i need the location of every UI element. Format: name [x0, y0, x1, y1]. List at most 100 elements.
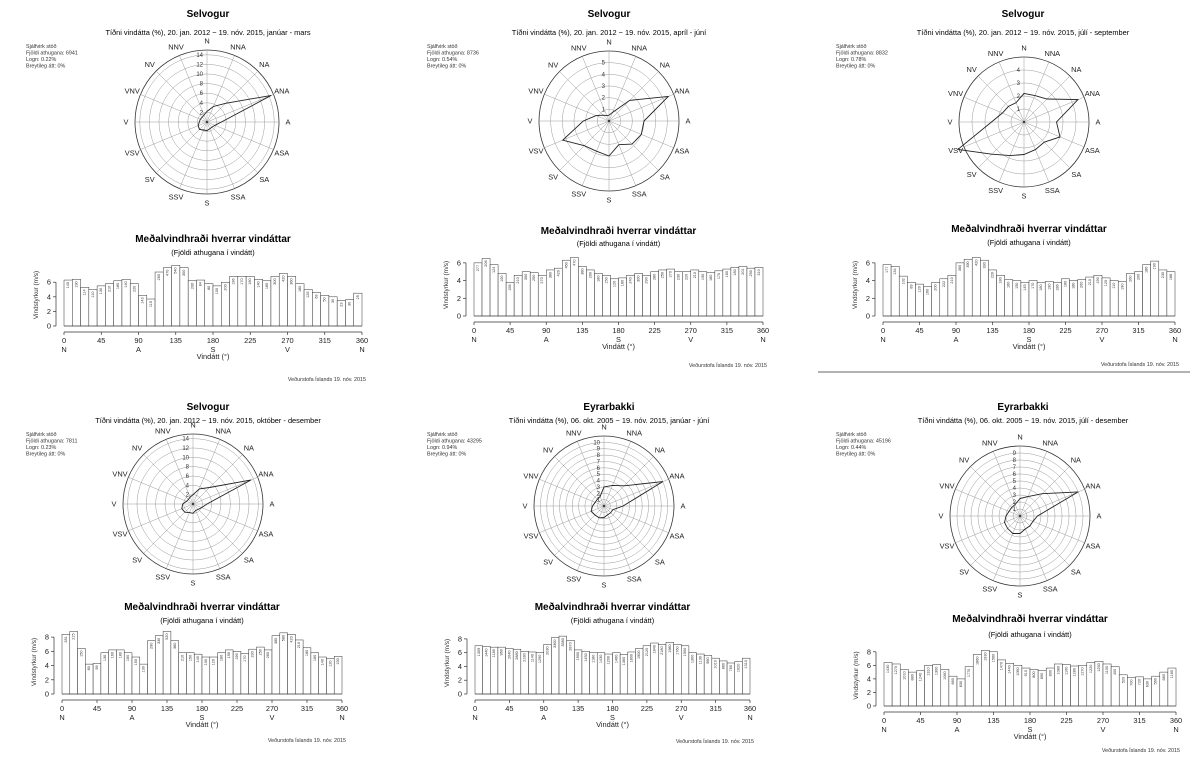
footer-credit: Veðurstofa Íslands 19. nóv. 2015 [1101, 361, 1179, 368]
rose-ring-label: 10 [593, 440, 600, 446]
wind-speed-bar-chart: Meðalvindhraði hverrar vindáttar (Fjöldi … [31, 601, 348, 744]
bar-count-label: 200 [223, 284, 227, 290]
bar-count-label: 1460 [614, 655, 618, 663]
bar-count-label: 1930 [983, 652, 987, 660]
x-direction-label: V [1101, 725, 1106, 734]
bars-subtitle: (Fjöldi athugana í vindátt) [171, 248, 254, 257]
rose-direction-label: ASA [274, 148, 289, 157]
x-direction-label: N [881, 725, 886, 734]
y-tick-label: 6 [47, 278, 51, 287]
rose-direction-label: VNV [523, 471, 538, 480]
x-tick-label: 0 [473, 704, 477, 713]
x-tick-label: 270 [685, 326, 697, 335]
bar-count-label: 210 [950, 277, 954, 283]
x-tick-label: 45 [97, 336, 105, 345]
bar-count-label: 230 [251, 651, 255, 657]
rose-ring-label: 2 [186, 493, 190, 499]
rose-spoke [608, 93, 674, 122]
rose-spoke [192, 439, 221, 505]
x-tick-label: 180 [612, 326, 624, 335]
rose-direction-label: SV [548, 172, 558, 181]
rose-direction-label: V [948, 118, 953, 127]
bar-count-label: 23 [339, 302, 343, 306]
bar-count-label: 250 [661, 272, 665, 278]
rose-spoke [554, 456, 605, 507]
rose-ring-label: 8 [1013, 458, 1017, 464]
rose-direction-label: ASA [259, 530, 274, 539]
x-axis-label: Vindátt (°) [602, 342, 635, 351]
rose-spoke [192, 476, 258, 505]
bar-count-label: 200 [1137, 274, 1141, 280]
rose-spoke [206, 121, 274, 150]
rose-direction-label: SA [660, 172, 670, 181]
bar-count-label: 100 [215, 288, 219, 294]
bar-count-label: 2030 [546, 646, 550, 654]
rose-center [1019, 515, 1021, 517]
x-direction-label: S [616, 335, 621, 344]
rose-ring-label: 4 [597, 479, 601, 485]
rose-info-line: Sjálfvirk stöð [427, 43, 458, 50]
y-axis-label: Vindstyrkur (m/s) [443, 261, 450, 309]
rose-direction-label: SSA [231, 192, 246, 201]
bar-count-label: 1800 [630, 654, 634, 662]
bar-count-label: 30 [348, 302, 352, 306]
x-tick-label: 135 [572, 704, 584, 713]
bar-count-label: 1220 [1089, 665, 1093, 673]
rose-direction-label: SV [967, 170, 977, 179]
rose-ring-label: 2 [602, 96, 606, 102]
rose-spoke [206, 70, 259, 123]
rose-ring-label: 12 [182, 446, 189, 452]
rose-direction-label: SV [145, 175, 155, 184]
bar-count-label: 3300 [553, 640, 557, 648]
x-direction-label: N [1172, 335, 1177, 344]
x-direction-label: A [541, 713, 546, 722]
x-tick-label: 90 [128, 704, 136, 713]
rose-spoke [1019, 515, 1048, 581]
bar-count-label: 240 [629, 277, 633, 283]
rose-direction-label: NNV [571, 44, 587, 53]
rose-direction-label: NNA [1042, 439, 1058, 448]
bar-count-label: 300 [637, 275, 641, 281]
rose-info-line: Breytileg átt: 0% [26, 64, 65, 70]
rose-direction-label: VNV [948, 89, 963, 98]
x-tick-label: 180 [1024, 716, 1036, 725]
rose-direction-label: SSA [627, 574, 642, 583]
footer-credit: Veðurstofa Íslands 19. nóv. 2015 [1102, 747, 1180, 754]
rose-direction-label: A [1096, 118, 1101, 127]
x-direction-label: V [679, 713, 684, 722]
bar-count-label: 1100 [1065, 667, 1069, 675]
bar-count-label: 890 [1040, 673, 1044, 679]
rose-spoke [559, 71, 610, 122]
x-tick-label: 90 [952, 326, 960, 335]
bar-count-label: 190 [74, 281, 78, 287]
bar-count-label: 277 [476, 265, 480, 271]
rose-direction-label: A [1097, 512, 1102, 521]
bar [69, 631, 78, 695]
bar-count-label: 206 [190, 283, 194, 289]
bar-count-label: 2180 [523, 653, 527, 661]
x-tick-label: 135 [170, 336, 182, 345]
rose-direction-label: SA [655, 557, 665, 566]
x-tick-label: 315 [1132, 326, 1144, 335]
x-tick-label: 225 [648, 326, 660, 335]
x-direction-label: N [339, 713, 344, 722]
rose-title: Eyrarbakki [997, 402, 1048, 413]
rose-direction-label: A [681, 502, 686, 511]
x-direction-label: S [1027, 335, 1032, 344]
rose-direction-label: SA [259, 175, 269, 184]
bar-count-label: 150 [1015, 283, 1019, 289]
bar-count-label: 220 [685, 274, 689, 280]
bar-count-label: 160 [111, 652, 115, 658]
rose-direction-label: NA [655, 446, 665, 455]
bar-count-label: 1500 [683, 648, 687, 656]
bar-count-label: 190 [1096, 277, 1100, 283]
rose-direction-label: N [1021, 44, 1026, 53]
x-tick-label: 225 [1060, 716, 1072, 725]
rose-direction-label: V [124, 118, 129, 127]
x-tick-label: 270 [1097, 716, 1109, 725]
rose-direction-label: SSV [571, 189, 586, 198]
y-tick-label: 0 [866, 312, 870, 321]
wind-rose: N NNA NA ANA A ASA SA SSA S SSV SV VSV V VNV NV NNV 1234… [523, 423, 686, 590]
rose-spoke [206, 121, 235, 189]
bar-count-label: 25 [356, 295, 360, 299]
